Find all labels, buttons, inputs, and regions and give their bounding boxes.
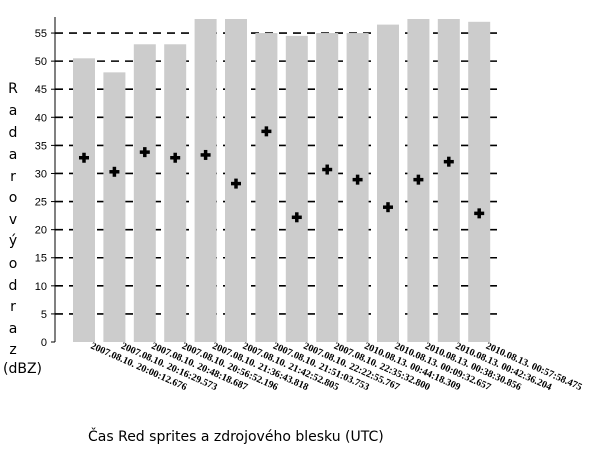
y-axis-label-letter: r xyxy=(10,169,16,185)
y-axis-unit: (dBZ) xyxy=(3,361,43,377)
cross-marker xyxy=(231,178,241,189)
y-axis-label-letter: z xyxy=(9,342,17,358)
cross-marker xyxy=(383,202,393,213)
y-tick-label: 55 xyxy=(35,28,47,40)
cross-marker xyxy=(474,208,485,219)
y-tick-label: 35 xyxy=(35,140,47,152)
cross-marker-v xyxy=(416,174,421,185)
y-tick-label: 0 xyxy=(41,337,47,349)
cross-marker-v xyxy=(264,126,269,137)
cross-marker xyxy=(139,147,150,158)
y-axis-label-letter: R xyxy=(8,81,18,97)
y-tick-label: 45 xyxy=(35,84,47,96)
cross-marker xyxy=(291,212,302,223)
y-tick-label: 25 xyxy=(35,197,47,209)
cross-marker-v xyxy=(325,164,329,175)
bar xyxy=(255,33,278,342)
cross-marker xyxy=(322,164,333,175)
bar xyxy=(316,33,339,342)
bar xyxy=(346,33,369,342)
y-tick-label: 10 xyxy=(35,281,47,293)
y-tick-label: 15 xyxy=(35,253,47,265)
y-axis-label-letter: a xyxy=(8,103,18,119)
y-axis-label-letter: v xyxy=(8,212,18,228)
bar xyxy=(164,44,187,342)
y-tick-label: 20 xyxy=(35,225,47,237)
cross-marker xyxy=(200,149,211,160)
y-tick-label: 40 xyxy=(35,112,47,124)
cross-marker xyxy=(443,156,454,167)
cross-marker-v xyxy=(447,156,451,167)
bar xyxy=(194,19,217,342)
y-axis-label-letter: r xyxy=(10,299,16,315)
cross-marker-v xyxy=(386,202,390,213)
y-axis: 0 5 10 15 20 25 30 35 40 45 50 55 xyxy=(35,17,56,349)
cross-marker xyxy=(79,152,89,163)
x-axis-label: Čas Red sprites a zdrojového blesku (UTC… xyxy=(88,429,384,445)
bar xyxy=(103,72,126,342)
cross-marker xyxy=(413,174,424,185)
markers xyxy=(79,126,485,223)
cross-marker xyxy=(170,152,181,163)
y-axis-label-letter: ý xyxy=(8,233,18,249)
y-tick-label: 5 xyxy=(41,309,47,321)
cross-marker xyxy=(352,174,363,185)
cross-marker xyxy=(261,126,272,137)
bar xyxy=(437,19,460,342)
cross-marker xyxy=(109,166,120,177)
cross-marker-v xyxy=(82,152,86,163)
y-axis-label-letter: a xyxy=(8,321,18,337)
y-axis-label-letter: o xyxy=(8,190,18,206)
cross-marker-v xyxy=(295,212,299,223)
cross-marker-v xyxy=(203,149,208,160)
cross-marker-v xyxy=(173,152,177,163)
bar xyxy=(285,35,308,342)
bar xyxy=(377,24,399,342)
y-axis-label-letter: d xyxy=(8,278,18,294)
cross-marker-v xyxy=(355,174,360,185)
cross-marker-v xyxy=(143,147,147,158)
bar xyxy=(73,58,95,342)
y-tick-label: 50 xyxy=(35,56,47,68)
y-axis-label-letter: d xyxy=(8,125,18,141)
y-axis-label-letter: a xyxy=(8,147,18,163)
cross-marker-v xyxy=(112,166,117,177)
bars xyxy=(73,19,491,343)
y-axis-label-letter: o xyxy=(8,256,18,272)
bar xyxy=(468,21,491,343)
y-tick-label: 30 xyxy=(35,168,47,180)
bar xyxy=(133,44,156,342)
cross-marker-v xyxy=(234,178,238,189)
cross-marker-v xyxy=(477,208,481,219)
